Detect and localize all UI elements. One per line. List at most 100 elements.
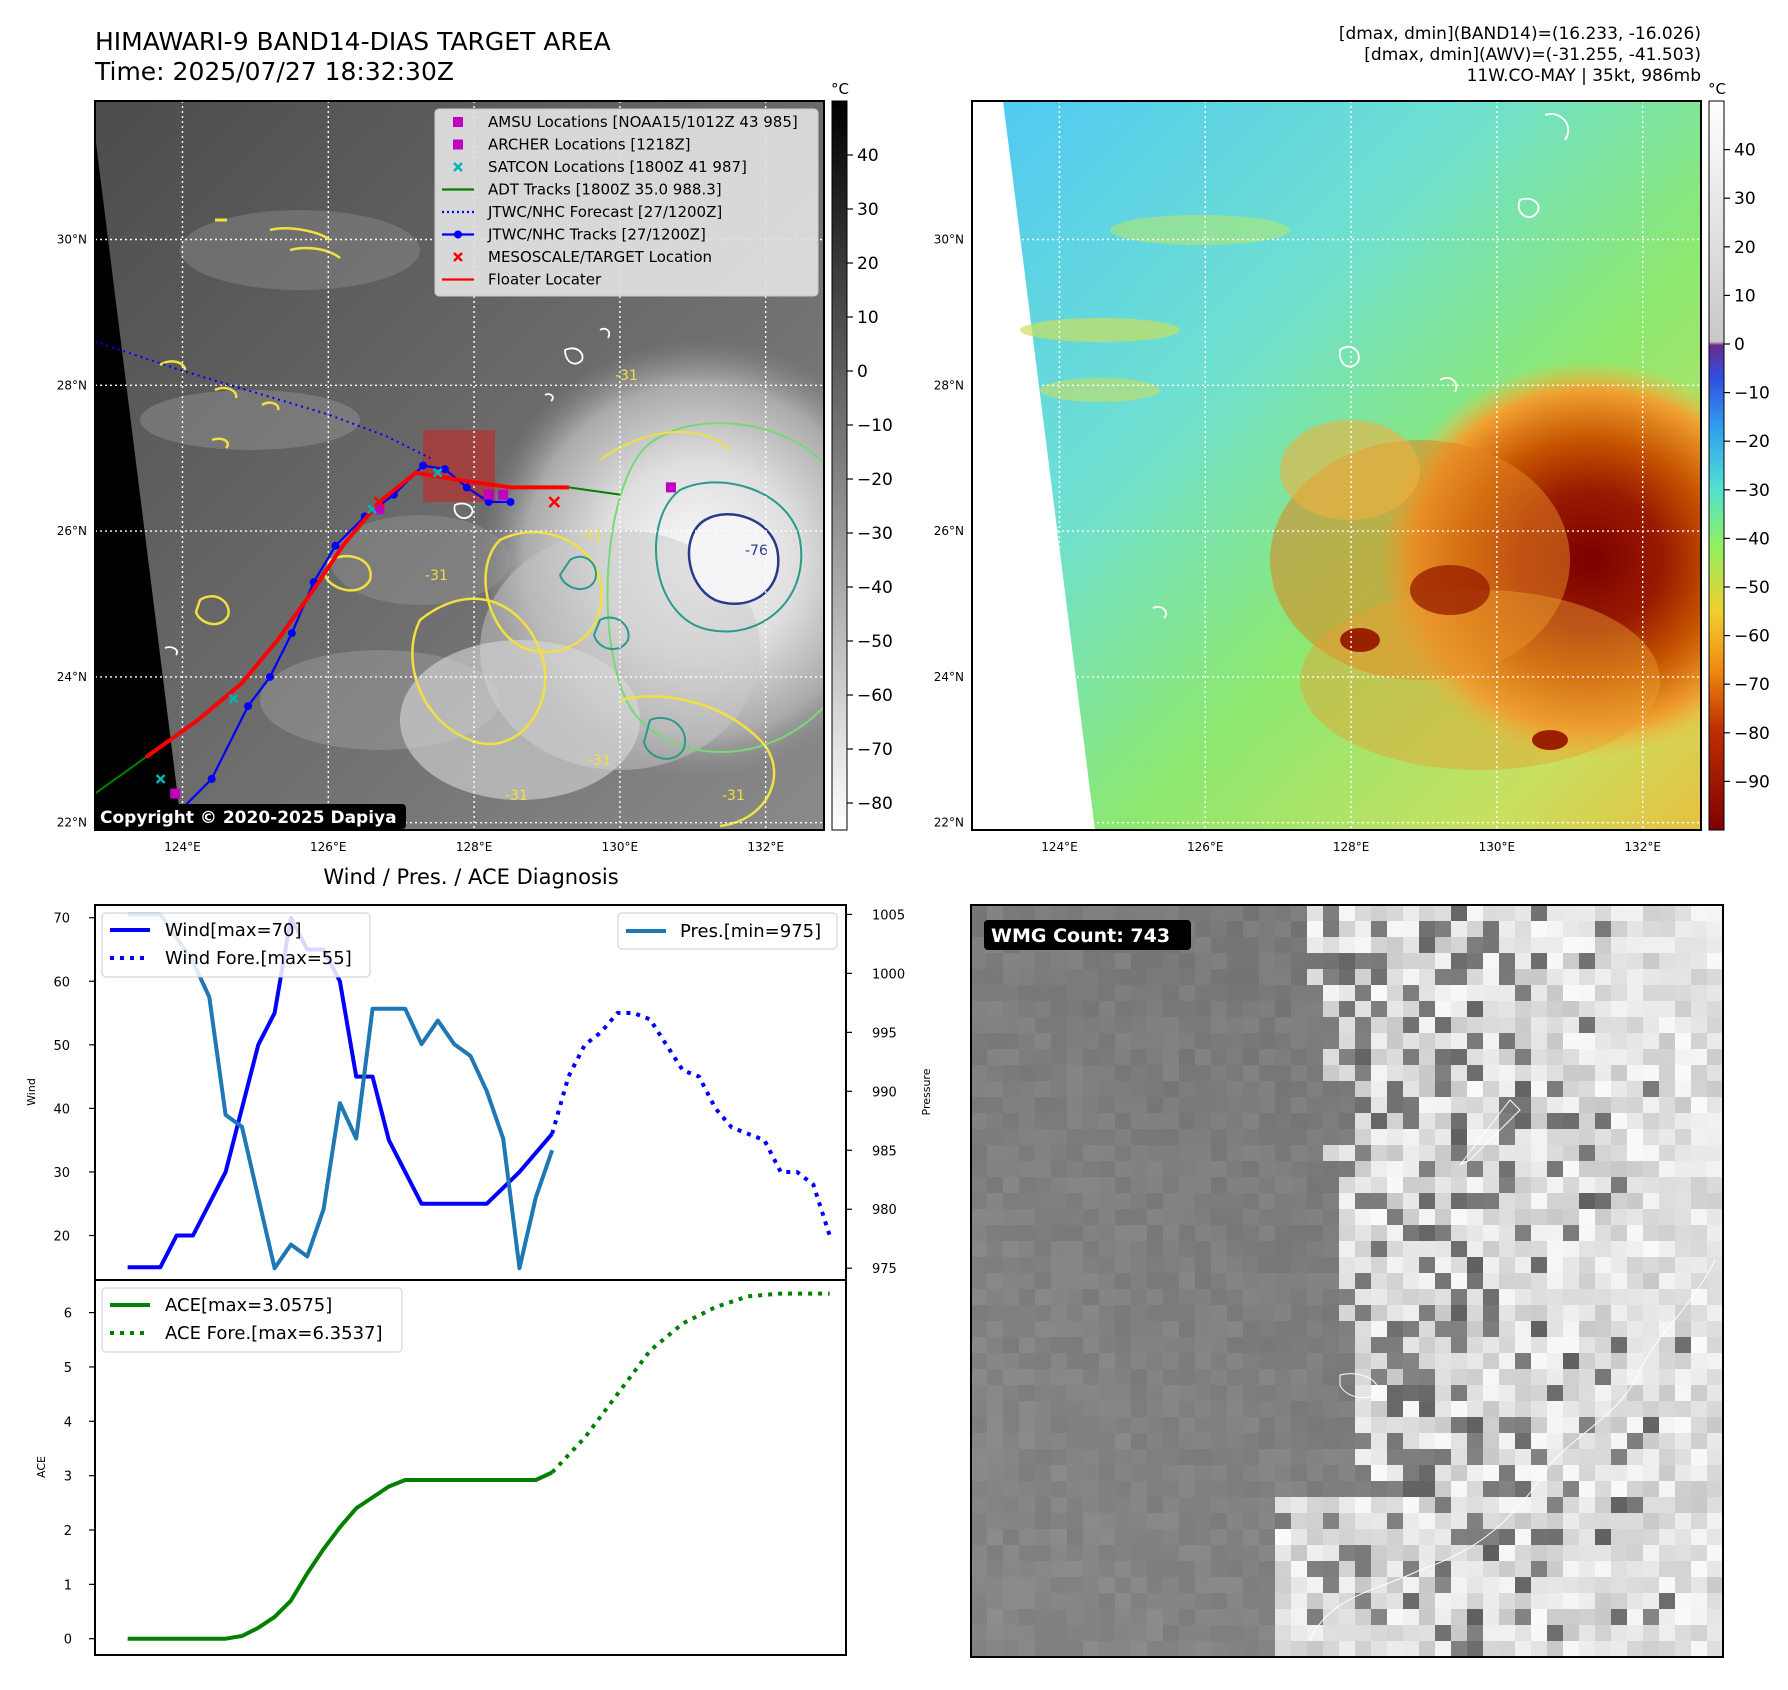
contour-label: -31 [505,788,528,804]
pressure-ytick-label: 985 [872,1144,897,1159]
colorbar-tick-label: 40 [857,146,879,166]
amsu-location-marker [665,482,676,493]
ace-ytick-label: 0 [64,1633,72,1648]
amsu-location-marker [374,504,385,515]
storm-info: 11W.CO-MAY | 35kt, 986mb [1467,66,1701,86]
lat-tick-label: 26°N [934,524,964,538]
ace-ylabel: ACE [35,1456,48,1478]
colorbar-tick-label: −60 [857,686,893,706]
colorbar-tick-label: −50 [857,632,893,652]
colorbar-tick-label: 10 [857,308,879,328]
awv-map-lon-labels: 124°E 126°E 128°E 130°E 132°E [1041,840,1661,854]
legend-x-marker [453,162,463,172]
lon-tick-label: 128°E [1333,840,1370,854]
lat-tick-label: 28°N [934,378,964,392]
wind-ytick-label: 50 [53,1039,70,1054]
colorbar-tick-label: 0 [1734,335,1745,355]
pressure-ytick-label: 990 [872,1085,897,1100]
wind-fore-legend-label: Wind Fore.[max=55] [165,948,352,969]
jtwc-track [181,464,511,809]
colorbar-tick-label: 30 [857,200,879,220]
wmg-panel: WMG Count: 743 [970,904,1724,1658]
lat-tick-label: 22°N [57,816,87,830]
amsu-location-marker [170,788,181,799]
colorbar-tick-label: −90 [1734,772,1770,792]
jtwc-track-point [244,702,253,711]
amsu-location-marker [498,489,509,500]
wind-ylabel: Wind [25,1078,38,1106]
ace-ytick-label: 4 [64,1415,72,1430]
wind-pressure-chart: 20 30 40 50 60 70 975 980 985 990 995 1000 1005 Win… [25,904,933,1281]
lat-tick-label: 24°N [57,670,87,684]
lon-tick-label: 128°E [456,840,493,854]
amsu-location-marker [483,489,494,500]
jtwc-track-point [207,774,216,783]
jtwc-track-point [265,672,274,681]
contour-label: -31 [580,528,603,544]
lat-tick-label: 30°N [934,233,964,247]
colorbar-tick-label: −30 [1734,481,1770,501]
pressure-legend: Pres.[min=975] [617,912,838,950]
ir-map-lat-labels: 30°N 28°N 26°N 24°N 22°N [57,233,87,830]
ace-ytick-label: 2 [64,1524,72,1539]
contour-label: -76 [745,543,768,559]
wind-ytick-label: 60 [53,975,70,990]
awv-map-panel [972,101,1701,830]
legend-item-label: JTWC/NHC Tracks [27/1200Z] [487,226,706,244]
contour-label: -31 [588,753,611,769]
legend-item-label: MESOSCALE/TARGET Location [488,248,712,266]
lat-tick-label: 26°N [57,524,87,538]
colorbar-tick-label: −10 [857,416,893,436]
ir-colorbar-unit: °C [831,80,849,98]
colorbar-tick-label: −30 [857,524,893,544]
jtwc-track-point [287,629,296,638]
satcon-location-marker [228,693,239,704]
wind-ytick-label: 70 [53,912,70,927]
jtwc-track-point [440,465,449,474]
ace-ytick-label: 3 [64,1470,72,1485]
colorbar-tick-label: −40 [857,578,893,598]
wind-ytick-label: 30 [53,1166,70,1181]
colorbar-tick-label: 0 [857,362,868,382]
lon-tick-label: 126°E [1187,840,1224,854]
ace-chart: 0 1 2 3 4 5 6 ACE ACE[max=3.0575] ACE Fore.[ma… [35,1279,847,1656]
colorbar-tick-label: 20 [857,254,879,274]
ir-map-lon-labels: 124°E 126°E 128°E 130°E 132°E [164,840,784,854]
legend-item-label: ARCHER Locations [1218Z] [488,136,691,154]
lon-tick-label: 132°E [747,840,784,854]
colorbar-tick-label: 40 [1734,141,1756,161]
awv-colorbar-unit: °C [1708,80,1726,98]
ace-ytick-label: 5 [64,1361,72,1376]
contour-label: -31 [425,568,448,584]
pressure-ytick-label: 975 [872,1262,897,1277]
target-location-marker [373,496,386,508]
colorbar-tick-label: 10 [1734,286,1756,306]
pressure-legend-label: Pres.[min=975] [680,921,821,942]
ace-fore-legend-label: ACE Fore.[max=6.3537] [165,1323,383,1344]
band14-range: [dmax, dmin](BAND14)=(16.233, -16.026) [1339,24,1701,44]
pressure-ylabel: Pressure [920,1068,933,1115]
target-location-marker [548,496,561,508]
storm-tracks [95,340,676,813]
colorbar-tick-label: −60 [1734,627,1770,647]
satcon-location-marker [155,774,166,784]
jtwc-track-point [419,461,428,470]
lon-tick-label: 130°E [1479,840,1516,854]
lat-tick-label: 30°N [57,233,87,247]
colorbar-tick-label: −70 [1734,675,1770,695]
floater-locater-track [144,470,569,759]
legend-item-label: Floater Locater [488,271,602,289]
legend-square-marker [453,139,463,150]
wmg-count-label: WMG Count: 743 [991,925,1170,947]
lat-tick-label: 24°N [934,670,964,684]
ace-ytick-label: 1 [64,1578,72,1593]
lon-tick-label: 132°E [1624,840,1661,854]
map-legend: AMSU Locations [NOAA15/1012Z 43 985] ARCH… [434,108,819,297]
series-line-ace [127,1470,553,1641]
pressure-ytick-label: 995 [872,1026,897,1041]
legend-item-label: ADT Tracks [1800Z 35.0 988.3] [488,181,722,199]
wind-legend-label: Wind[max=70] [165,920,302,941]
pressure-ytick-label: 1000 [872,967,905,982]
colorbar-tick-label: −20 [857,470,893,490]
